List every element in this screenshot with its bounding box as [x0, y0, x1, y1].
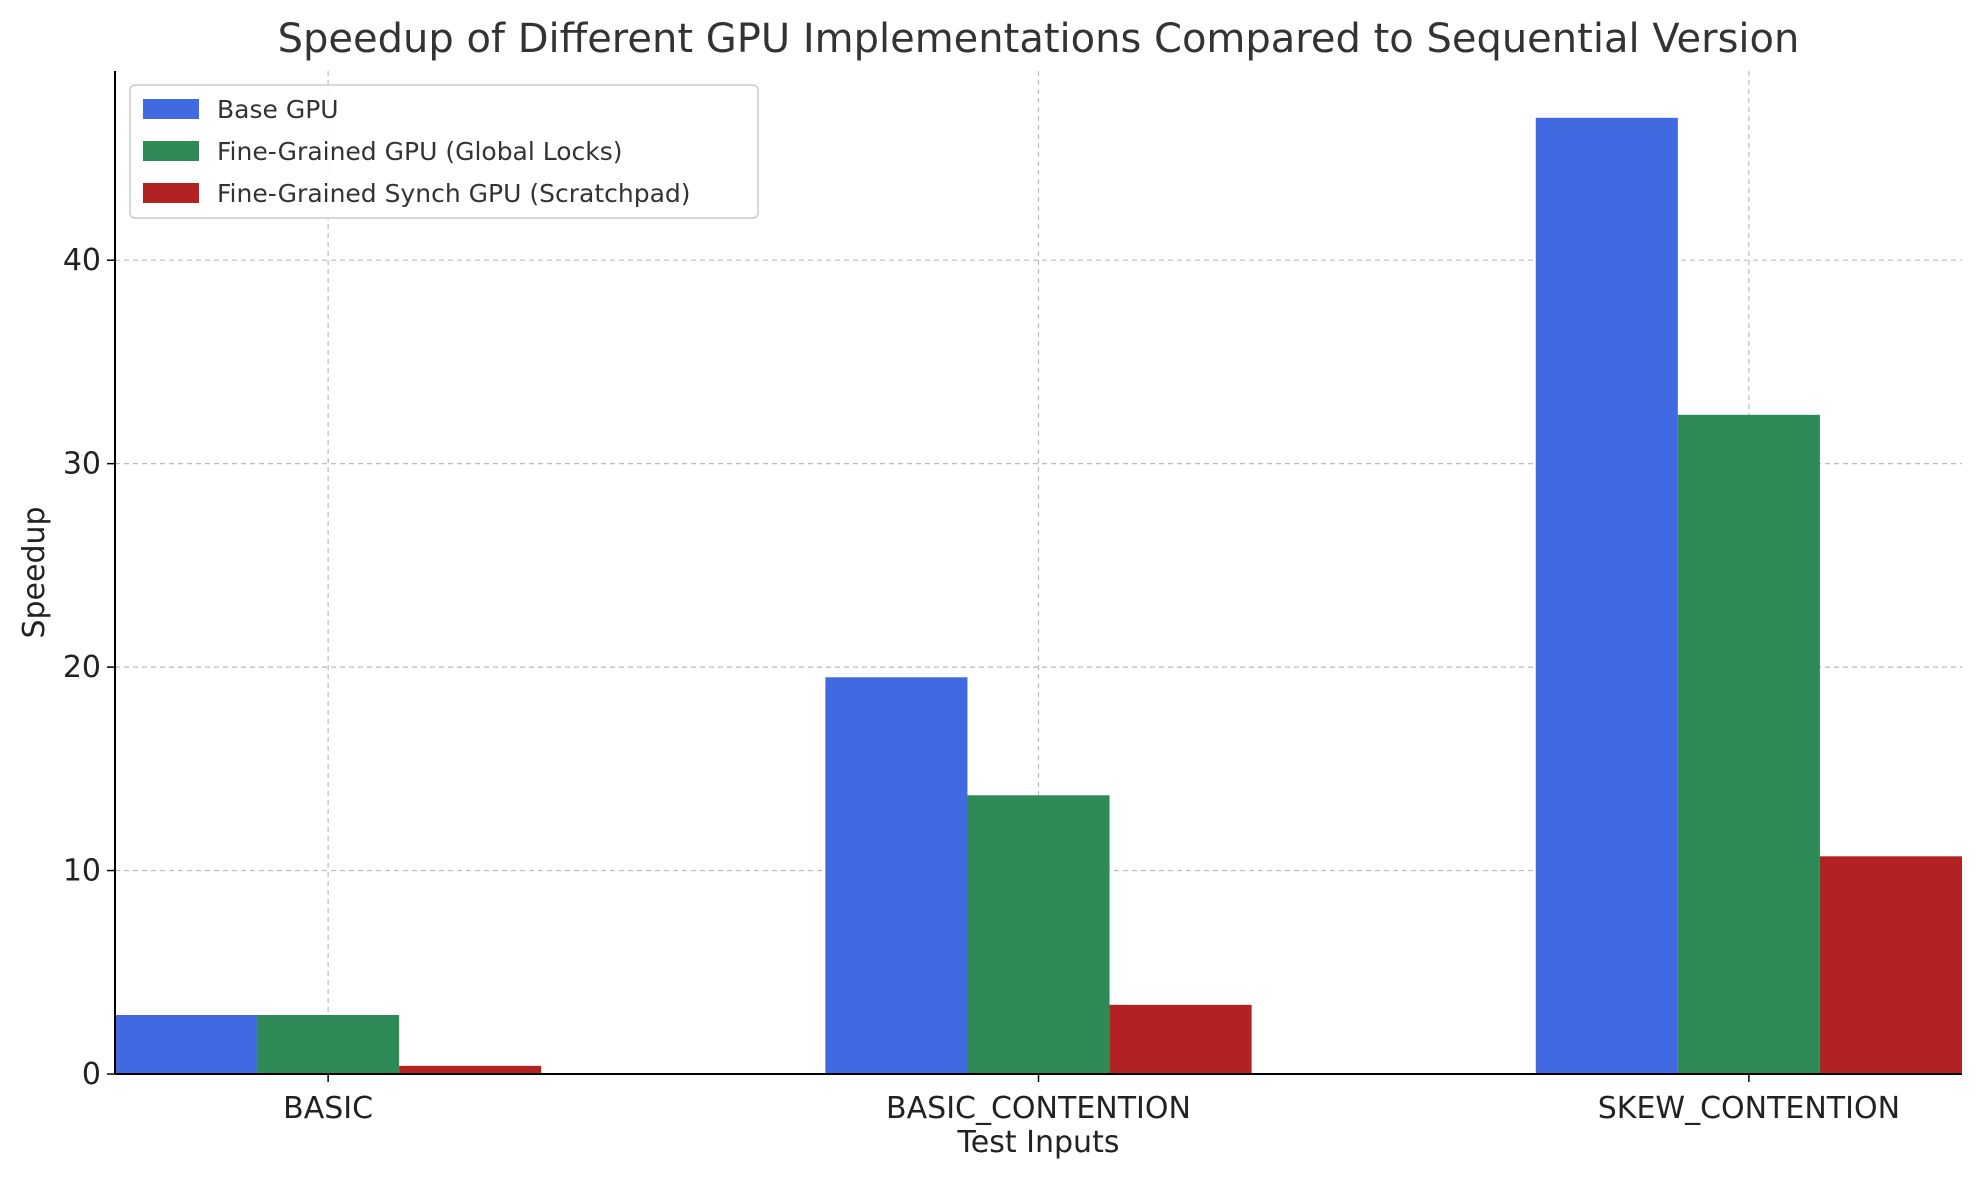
tick-labels: 0 10 20 30 40 BASIC BASIC_CONTENTION SKEW_CONTE…: [63, 243, 1900, 1126]
y-tick-label: 0: [82, 1057, 101, 1092]
legend-swatch: [143, 99, 199, 119]
y-tick-label: 30: [63, 447, 101, 482]
bar-series: [115, 117, 1678, 1075]
legend-label: Fine-Grained Synch GPU (Scratchpad): [217, 179, 691, 208]
legend: Base GPU Fine-Grained GPU (Global Locks) F…: [129, 84, 759, 219]
bar: [1109, 1004, 1252, 1074]
bar: [967, 795, 1110, 1074]
bar: [399, 1065, 542, 1074]
y-tick-label: 10: [63, 854, 101, 889]
legend-swatch: [143, 183, 199, 203]
bar-series: [399, 856, 1962, 1074]
legend-swatch: [143, 141, 199, 161]
bar: [1819, 856, 1962, 1074]
bar: [257, 1015, 400, 1074]
bar: [1535, 117, 1678, 1075]
legend-item: Base GPU: [143, 95, 339, 124]
x-axis-label: Test Inputs: [957, 1125, 1120, 1160]
bar: [1677, 414, 1820, 1074]
legend-item: Fine-Grained GPU (Global Locks): [143, 137, 623, 166]
bar: [115, 1015, 258, 1074]
x-tick-label: BASIC: [283, 1091, 373, 1126]
x-tick-label: BASIC_CONTENTION: [886, 1091, 1191, 1126]
chart-title: Speedup of Different GPU Implementations…: [278, 16, 1800, 62]
legend-box: [129, 84, 759, 219]
y-tick-label: 20: [63, 650, 101, 685]
legend-label: Fine-Grained GPU (Global Locks): [217, 137, 623, 166]
y-axis-label: Speedup: [17, 506, 52, 638]
legend-item: Fine-Grained Synch GPU (Scratchpad): [143, 179, 691, 208]
bar-series: [257, 414, 1820, 1074]
x-tick-label: SKEW_CONTENTION: [1598, 1091, 1900, 1126]
legend-label: Base GPU: [217, 95, 339, 124]
bar-groups: [115, 117, 1962, 1075]
y-tick-label: 40: [63, 243, 101, 278]
bar: [825, 677, 968, 1074]
